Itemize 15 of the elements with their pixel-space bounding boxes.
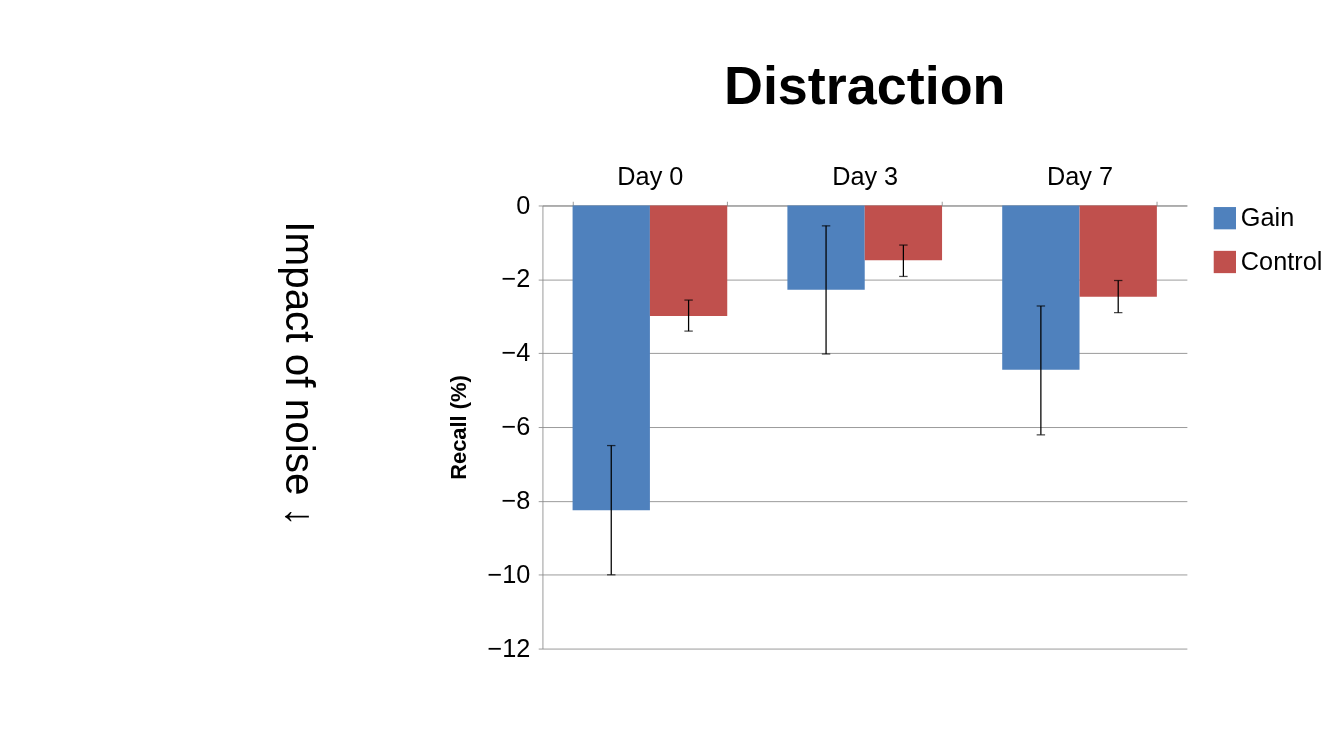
y-tick-label: −4 bbox=[501, 338, 531, 367]
chart-title: Distraction bbox=[723, 55, 1006, 116]
y-tick-label: −6 bbox=[501, 412, 531, 441]
legend-label: Gain bbox=[1240, 202, 1295, 231]
y-tick-label: 0 bbox=[516, 190, 531, 219]
x-tick-label: Day 7 bbox=[1046, 161, 1113, 190]
legend-label: Control bbox=[1240, 246, 1323, 275]
y-tick-label: −8 bbox=[501, 485, 531, 514]
x-tick-label: Day 0 bbox=[617, 161, 684, 190]
x-tick-label: Day 3 bbox=[832, 161, 899, 190]
text: Impact of noise ↓ bbox=[277, 221, 324, 527]
y-tick-label: −10 bbox=[487, 559, 531, 588]
y-axis-title: Recall (%) bbox=[446, 375, 472, 480]
y-tick-label: −2 bbox=[501, 264, 531, 293]
y-tick-label: −12 bbox=[487, 633, 531, 662]
